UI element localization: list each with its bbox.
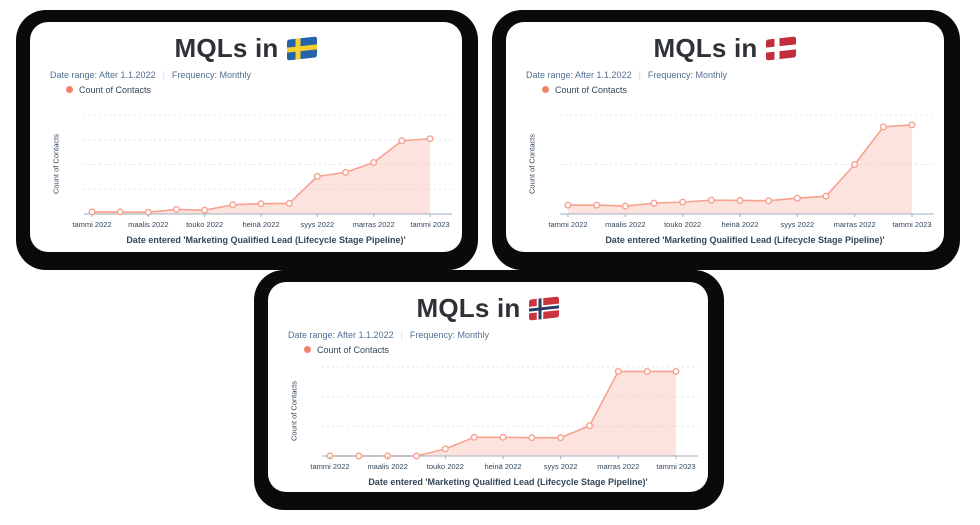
svg-text:touko 2022: touko 2022 (186, 220, 223, 229)
svg-text:heinä 2022: heinä 2022 (721, 220, 758, 229)
svg-text:touko 2022: touko 2022 (427, 462, 464, 471)
norway-flag-icon (529, 296, 560, 321)
chart-card-sweden-shell: MQLs in Date range: After 1.1.2022 | Frequ… (16, 10, 478, 270)
chart-title-norway: MQLs in (268, 294, 708, 323)
legend-item[interactable]: Count of Contacts (268, 345, 708, 355)
chart-title-text: MQLs in (416, 293, 521, 323)
area-chart-norway[interactable]: tammi 2022 maalis 2022 touko 2022 heinä 202… (310, 361, 704, 476)
svg-text:tammi 2023: tammi 2023 (892, 220, 931, 229)
filter-separator: | (638, 69, 641, 80)
svg-text:tammi 2023: tammi 2023 (410, 220, 449, 229)
legend-dot-icon (542, 86, 549, 94)
svg-text:maalis 2022: maalis 2022 (605, 220, 645, 229)
filter-separator: | (400, 329, 403, 340)
legend-label: Count of Contacts (555, 84, 628, 95)
area-chart-sweden[interactable]: tammi 2022 maalis 2022 touko 2022 heinä 202… (72, 109, 458, 234)
plot-area: Count of Contacts tammi 2022 maalis 2022 t… (268, 361, 708, 476)
chart-filters: Date range: After 1.1.2022 | Frequency: Mo… (268, 330, 708, 340)
date-range-filter: Date range: After 1.1.2022 (526, 69, 632, 80)
svg-text:heinä 2022: heinä 2022 (242, 220, 279, 229)
svg-text:maalis 2022: maalis 2022 (367, 462, 407, 471)
frequency-filter: Frequency: Monthly (647, 69, 727, 80)
chart-title-text: MQLs in (174, 33, 279, 63)
frequency-filter: Frequency: Monthly (171, 69, 251, 80)
svg-text:marras 2022: marras 2022 (834, 220, 876, 229)
svg-text:tammi 2023: tammi 2023 (656, 462, 695, 471)
legend-label: Count of Contacts (79, 84, 152, 95)
svg-text:touko 2022: touko 2022 (664, 220, 701, 229)
chart-filters: Date range: After 1.1.2022 | Frequency: Mo… (30, 70, 462, 80)
chart-title-denmark: MQLs in (506, 34, 944, 63)
plot-area: Count of Contacts tammi 2022 maalis 2022 t… (30, 109, 462, 234)
svg-text:tammi 2022: tammi 2022 (548, 220, 587, 229)
chart-card-denmark-shell: MQLs in Date range: After 1.1.2022 | Frequ… (492, 10, 960, 270)
sweden-flag-icon (287, 36, 318, 61)
svg-text:maalis 2022: maalis 2022 (128, 220, 168, 229)
legend-dot-icon (66, 86, 73, 94)
date-range-filter: Date range: After 1.1.2022 (50, 69, 156, 80)
chart-title-sweden: MQLs in (30, 34, 462, 63)
x-axis-title: Date entered 'Marketing Qualified Lead (… (126, 234, 406, 245)
plot-area: Count of Contacts tammi 2022 maalis 2022 t… (506, 109, 944, 234)
legend-label: Count of Contacts (317, 344, 390, 355)
filter-separator: | (162, 69, 165, 80)
y-axis-label: Count of Contacts (289, 381, 299, 442)
y-axis-label: Count of Contacts (527, 133, 537, 194)
svg-text:tammi 2022: tammi 2022 (72, 220, 111, 229)
area-chart-denmark[interactable]: tammi 2022 maalis 2022 touko 2022 heinä 202… (548, 109, 940, 234)
denmark-flag-icon (766, 36, 797, 61)
frequency-filter: Frequency: Monthly (409, 329, 489, 340)
chart-title-text: MQLs in (653, 33, 758, 63)
svg-text:heinä 2022: heinä 2022 (484, 462, 521, 471)
svg-text:syys 2022: syys 2022 (544, 462, 578, 471)
x-axis-title: Date entered 'Marketing Qualified Lead (… (605, 234, 885, 245)
chart-filters: Date range: After 1.1.2022 | Frequency: Mo… (506, 70, 944, 80)
date-range-filter: Date range: After 1.1.2022 (288, 329, 394, 340)
legend-item[interactable]: Count of Contacts (30, 85, 462, 95)
chart-card-norway: MQLs in Date range: After 1.1.2022 | Frequ… (268, 282, 708, 492)
chart-card-norway-shell: MQLs in Date range: After 1.1.2022 | Frequ… (254, 270, 724, 510)
legend-item[interactable]: Count of Contacts (506, 85, 944, 95)
svg-text:marras 2022: marras 2022 (353, 220, 395, 229)
x-axis-title: Date entered 'Marketing Qualified Lead (… (368, 476, 648, 487)
legend-dot-icon (304, 346, 311, 354)
svg-text:syys 2022: syys 2022 (300, 220, 334, 229)
chart-card-sweden: MQLs in Date range: After 1.1.2022 | Frequ… (30, 22, 462, 252)
svg-text:marras 2022: marras 2022 (597, 462, 639, 471)
svg-text:tammi 2022: tammi 2022 (310, 462, 349, 471)
chart-card-denmark: MQLs in Date range: After 1.1.2022 | Frequ… (506, 22, 944, 252)
svg-text:syys 2022: syys 2022 (780, 220, 814, 229)
y-axis-label: Count of Contacts (51, 133, 61, 194)
